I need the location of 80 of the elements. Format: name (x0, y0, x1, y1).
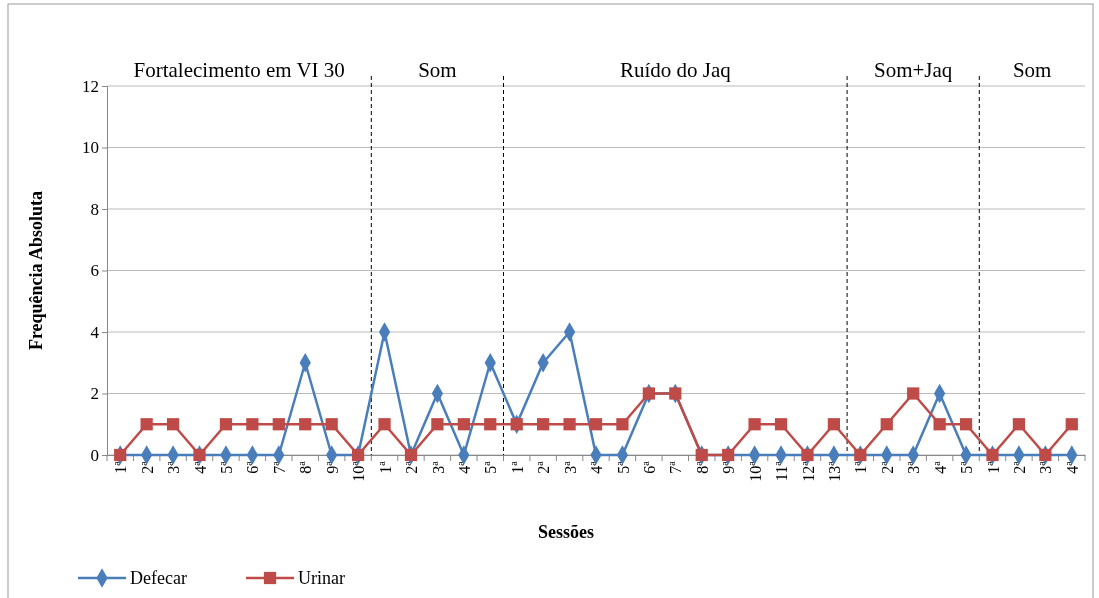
x-tick-label: 11ª (773, 460, 791, 482)
point (166, 418, 180, 431)
point (880, 418, 893, 431)
point (510, 418, 523, 431)
point (431, 418, 444, 431)
x-tick-label: 4ª (1063, 460, 1081, 474)
x-tick-label: 9ª (323, 460, 341, 474)
y-tick-label: 8 (90, 199, 99, 219)
y-tick-label: 12 (82, 76, 99, 96)
x-tick-label: 4ª (588, 460, 606, 474)
point (748, 418, 761, 431)
point (589, 418, 603, 431)
point (484, 418, 497, 431)
point (907, 387, 920, 400)
x-tick-label: 3ª (429, 460, 447, 474)
x-tick-label: 4ª (191, 460, 209, 474)
x-tick-label: 2ª (138, 460, 156, 474)
x-tick-label: 2ª (878, 460, 896, 474)
x-tick-label: 10ª (350, 460, 368, 482)
x-axis-title: Sessões (537, 522, 595, 542)
point (774, 418, 788, 431)
point (246, 418, 259, 431)
x-tick-label: 3ª (1037, 460, 1055, 474)
legend-label: Urinar (298, 568, 345, 588)
x-tick-label: 5ª (614, 460, 632, 474)
y-tick-label: 4 (90, 322, 100, 342)
point (140, 418, 153, 431)
x-tick-label: 6ª (640, 460, 658, 474)
x-tick-label: 1ª (984, 460, 1002, 474)
x-tick-label: 13ª (825, 460, 843, 482)
x-tick-label: 3ª (561, 460, 579, 474)
x-tick-label: 12ª (799, 460, 817, 482)
x-tick-label: 2ª (403, 460, 421, 474)
x-tick-label: 5ª (482, 460, 500, 474)
x-tick-label: 5ª (958, 460, 976, 474)
x-tick-label: 5ª (218, 460, 236, 474)
point (933, 418, 946, 431)
y-tick-label: 2 (90, 384, 99, 404)
point (299, 418, 312, 431)
point (563, 418, 576, 431)
x-tick-label: 2ª (535, 460, 553, 474)
x-tick-label: 1ª (852, 460, 870, 474)
point (669, 387, 682, 400)
point (827, 418, 841, 431)
x-tick-label: 7ª (270, 460, 288, 474)
point (272, 418, 285, 431)
x-tick-label: 7ª (667, 460, 685, 474)
y-axis-title: Frequência Absoluta (26, 190, 46, 351)
x-tick-label: 1ª (376, 460, 394, 474)
text: Som+Jaq (874, 58, 953, 82)
x-tick-label: 4ª (931, 460, 949, 474)
point (959, 418, 973, 431)
x-tick-label: 3ª (165, 460, 183, 474)
point (219, 418, 233, 431)
point (325, 418, 338, 431)
point (1012, 418, 1026, 431)
y-tick-label: 6 (90, 261, 99, 281)
x-tick-label: 8ª (693, 460, 711, 474)
x-tick-label: 6ª (244, 460, 262, 474)
point (616, 418, 629, 431)
text: Ruído do Jaq (619, 58, 732, 82)
x-tick-label: 10ª (746, 460, 764, 482)
x-tick-label: 2ª (1011, 460, 1029, 474)
text: Fortalecimento em VI 30 (133, 58, 345, 82)
text: Som (1012, 58, 1052, 82)
point (642, 387, 655, 400)
point (378, 418, 391, 431)
point (457, 418, 470, 431)
x-tick-label: 1ª (508, 460, 526, 474)
y-tick-label: 0 (90, 445, 99, 465)
x-tick-label: 4ª (455, 460, 473, 474)
x-tick-label: 9ª (720, 460, 738, 474)
point (537, 418, 550, 431)
x-tick-label: 1ª (112, 460, 130, 474)
point (1065, 418, 1078, 431)
x-tick-label: 8ª (297, 460, 315, 474)
text: Som (418, 58, 457, 82)
x-tick-label: 3ª (905, 460, 923, 474)
y-tick-label: 10 (82, 138, 99, 158)
legend-label: Defecar (130, 568, 187, 588)
